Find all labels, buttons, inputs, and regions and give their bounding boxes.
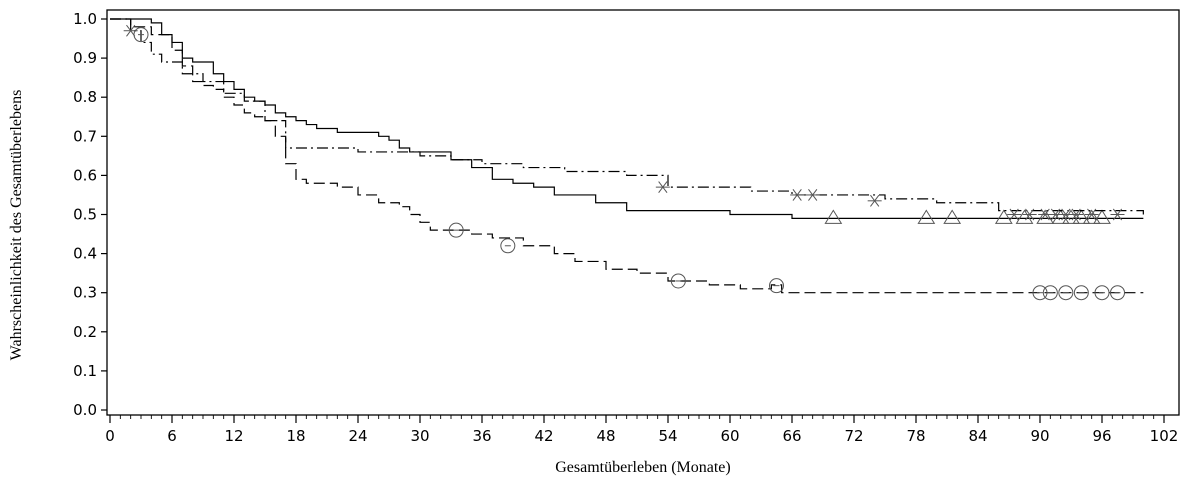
asterisk-stroke (1112, 208, 1123, 221)
censor-circle (1032, 285, 1048, 301)
x-tick-label: 96 (1092, 427, 1111, 445)
y-tick-label: 0.8 (73, 88, 97, 106)
censor-circle-mark (1058, 285, 1074, 301)
censor-triangle-mark (1036, 209, 1055, 224)
survival-curve-solid (110, 18, 1144, 220)
asterisk-stroke (1025, 208, 1035, 221)
y-tick-label: 0.2 (73, 323, 97, 341)
censor-triangle-mark (1093, 209, 1111, 224)
censor-triangle-mark (1082, 209, 1101, 224)
censor-circle (670, 273, 686, 289)
x-tick-label: 48 (596, 427, 615, 445)
asterisk-stroke (1071, 208, 1081, 221)
censor-circle (1094, 285, 1110, 301)
censor-circle (769, 278, 784, 294)
censor-circle-mark (769, 278, 784, 294)
asterisk-stroke (658, 181, 668, 194)
x-tick-label: 42 (534, 427, 553, 445)
censor-circle (500, 238, 516, 254)
series-layer (110, 18, 1144, 301)
y-tick-label: 0.3 (73, 284, 97, 302)
censor-circle-mark (670, 273, 686, 289)
x-tick-label: 24 (348, 427, 367, 445)
censor-asterisk-mark (1069, 208, 1084, 221)
x-tick-label: 12 (224, 427, 243, 445)
asterisk-stroke (1040, 208, 1050, 221)
censor-circle (1042, 285, 1058, 301)
censor-triangle-mark (994, 209, 1013, 224)
x-tick-label: 102 (1150, 427, 1179, 445)
x-axis: 0 6 12 18 24 30 36 42 48 54 60 66 72 78 84 90 96 102 (105, 415, 1178, 445)
asterisk-stroke (808, 189, 818, 201)
x-tick-label: 78 (906, 427, 925, 445)
censor-triangle-mark (917, 209, 936, 224)
x-tick-label: 72 (844, 427, 863, 445)
censor-circle (1073, 285, 1089, 301)
x-axis-title: Gesamtüberleben (Monate) (555, 459, 730, 476)
censor-circle (133, 27, 149, 43)
asterisk-stroke (792, 189, 802, 201)
x-tick-label: 36 (472, 427, 491, 445)
x-tick-label: 54 (658, 427, 677, 445)
censor-circle-mark (133, 27, 149, 43)
y-tick-label: 1.0 (73, 10, 97, 28)
x-tick-label: 66 (782, 427, 801, 445)
censor-asterisk-mark (790, 189, 805, 201)
censor-circle (448, 222, 464, 238)
censor-circle-mark (500, 238, 516, 254)
y-tick-label: 0.0 (73, 401, 97, 419)
asterisk-stroke (1087, 208, 1097, 221)
y-tick-label: 0.9 (73, 49, 97, 67)
asterisk-stroke (1061, 208, 1071, 221)
censor-circle-mark (1094, 285, 1110, 301)
x-tick-label: 18 (286, 427, 305, 445)
censor-triangle-mark (943, 209, 962, 224)
censor-asterisk-mark (867, 194, 882, 207)
y-tick-label: 0.5 (73, 206, 97, 224)
censor-triangle-mark (1015, 209, 1034, 224)
asterisk-stroke (1050, 208, 1061, 221)
y-axis-title: Wahrscheinlichkeit des Gesamtüberlebens (8, 90, 25, 361)
series-solid (110, 18, 1144, 224)
censor-asterisk-mark (655, 181, 670, 194)
series-dashed (110, 18, 1144, 301)
series-dashdot (110, 18, 1144, 221)
censor-circle-mark (448, 222, 464, 238)
x-tick-label: 6 (167, 427, 177, 445)
censor-asterisk-mark (1084, 208, 1099, 221)
x-tick-label: 0 (105, 427, 115, 445)
censor-circle-mark (1110, 285, 1125, 301)
censor-asterisk-mark (1110, 208, 1125, 221)
censor-asterisk-mark (805, 189, 820, 201)
survival-curve-dashdot (110, 18, 1144, 215)
censor-circle-mark (1042, 285, 1058, 301)
censor-triangle-mark (1062, 209, 1080, 224)
censor-triangle-mark (1072, 209, 1091, 224)
censor-circle-mark (1073, 285, 1089, 301)
censor-asterisk-mark (1022, 208, 1037, 221)
x-tick-label: 30 (410, 427, 429, 445)
asterisk-stroke (1009, 208, 1019, 221)
x-tick-label: 60 (720, 427, 739, 445)
x-tick-label: 90 (1030, 427, 1049, 445)
survival-curve-dashed (110, 18, 1144, 294)
y-axis: 0.0 0.1 0.2 0.3 0.4 0.5 0.6 0.7 0.8 0.9 1.0 (73, 10, 107, 419)
x-tick-label: 84 (968, 427, 987, 445)
censor-circle-mark (1032, 285, 1048, 301)
y-tick-label: 0.7 (73, 127, 97, 145)
y-tick-label: 0.1 (73, 362, 97, 380)
y-tick-label: 0.6 (73, 166, 97, 184)
asterisk-stroke (870, 194, 880, 207)
censor-circle (1110, 285, 1125, 301)
censor-circle (1058, 285, 1074, 301)
censor-asterisk-mark (1007, 208, 1022, 221)
censor-triangle-mark (1051, 209, 1070, 224)
y-tick-label: 0.4 (73, 245, 97, 263)
plot-frame (106, 9, 1180, 416)
censor-triangle-mark (824, 209, 843, 224)
asterisk-stroke (126, 24, 136, 37)
